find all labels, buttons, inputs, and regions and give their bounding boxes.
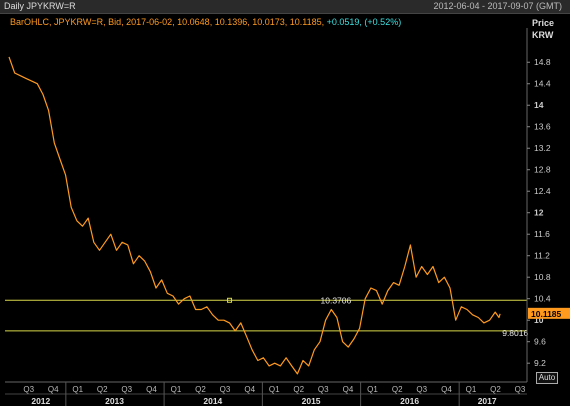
change-values: +0.0519, (+0.52%) <box>326 17 402 27</box>
y-tick-label: 13.2 <box>534 143 551 153</box>
y-tick-label: 12.8 <box>534 165 551 175</box>
quarter-tick-label: Q2 <box>293 385 304 394</box>
y-tick-label: 10.8 <box>534 272 551 282</box>
y-tick-label: 11.6 <box>534 229 550 239</box>
title-bar: Daily JPYKRW=R 2012-06-04 - 2017-09-07 (… <box>0 0 570 14</box>
quarter-tick-label: Q1 <box>72 385 83 394</box>
y-tick-label: 9.6 <box>534 337 546 347</box>
year-tick-label: 2017 <box>478 396 497 406</box>
quarter-tick-label: Q2 <box>195 385 206 394</box>
y-tick-label: 10 <box>534 315 544 325</box>
chart-title: Daily JPYKRW=R <box>4 1 76 11</box>
quarter-tick-label: Q2 <box>392 385 403 394</box>
price-line <box>8 56 501 375</box>
price-axis-header: Price KRW <box>532 17 554 41</box>
year-tick-label: 2014 <box>203 396 222 406</box>
quarter-tick-label: Q1 <box>269 385 280 394</box>
quarter-tick-label: Q1 <box>466 385 477 394</box>
quarter-tick-label: Q4 <box>48 385 59 394</box>
ohlc-legend: BarOHLC, JPYKRW=R, Bid, 2017-06-02, 10.0… <box>10 17 401 27</box>
last-price-label: 10.1185 <box>531 309 562 319</box>
quarter-tick-label: Q3 <box>121 385 132 394</box>
quarter-tick-label: Q3 <box>318 385 329 394</box>
year-tick-label: 2012 <box>31 396 50 406</box>
quarter-tick-label: Q4 <box>146 385 157 394</box>
ohlc-values: BarOHLC, JPYKRW=R, Bid, 2017-06-02, 10.0… <box>10 17 325 27</box>
quarter-tick-label: Q4 <box>244 385 255 394</box>
y-tick-label: 11.2 <box>534 251 550 261</box>
y-tick-label: 14.8 <box>534 57 551 67</box>
y-tick-label: 13.6 <box>534 122 551 132</box>
quarter-tick-label: Q3 <box>416 385 427 394</box>
quarter-tick-label: Q3 <box>220 385 231 394</box>
reference-line-label: 9.8016 <box>502 328 528 338</box>
year-tick-label: 2015 <box>302 396 321 406</box>
quarter-tick-label: Q2 <box>490 385 501 394</box>
date-range: 2012-06-04 - 2017-09-07 (GMT) <box>433 1 562 11</box>
year-tick-label: 2013 <box>105 396 124 406</box>
quarter-tick-label: Q3 <box>515 385 526 394</box>
y-tick-label: 12 <box>534 208 544 218</box>
quarter-tick-label: Q1 <box>367 385 378 394</box>
price-axis-label: Price <box>532 18 555 28</box>
currency-label: KRW <box>532 30 554 40</box>
y-tick-label: 10.4 <box>534 294 551 304</box>
quarter-tick-label: Q1 <box>171 385 182 394</box>
auto-scale-button[interactable]: Auto <box>536 372 558 384</box>
y-tick-label: 14.4 <box>534 79 551 89</box>
last-price-box <box>528 307 570 319</box>
quarter-tick-label: Q4 <box>441 385 452 394</box>
y-tick-label: 12.4 <box>534 186 551 196</box>
quarter-tick-label: Q3 <box>23 385 34 394</box>
y-tick-label: 9.2 <box>534 358 546 368</box>
line-anchor-marker <box>227 297 233 303</box>
quarter-tick-label: Q2 <box>97 385 108 394</box>
reference-line-label: 10.3706 <box>321 295 352 305</box>
quarter-tick-label: Q4 <box>343 385 354 394</box>
y-tick-label: 14 <box>534 100 544 110</box>
year-tick-label: 2016 <box>400 396 419 406</box>
